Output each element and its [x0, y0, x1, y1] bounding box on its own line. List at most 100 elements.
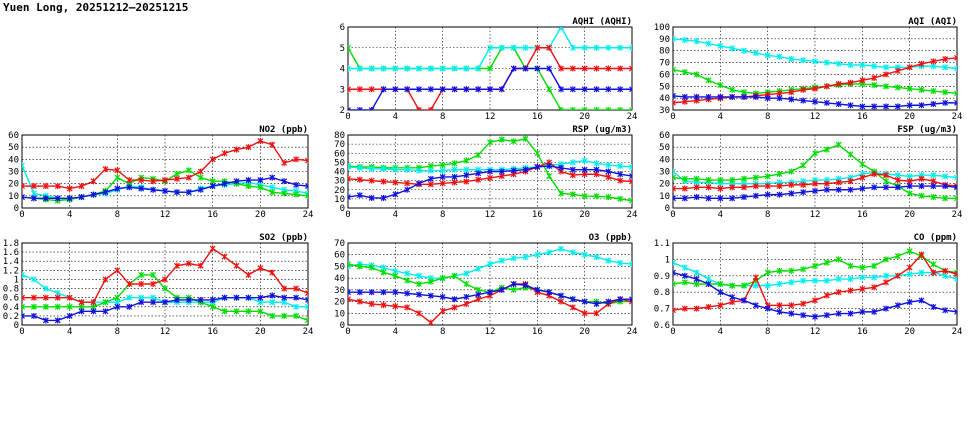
data-point-blue: [126, 303, 133, 310]
data-point-red: [942, 56, 949, 63]
data-point-blue: [894, 103, 901, 110]
data-point-blue: [475, 291, 482, 298]
x-tick-label: 20: [904, 327, 915, 337]
x-tick-label: 4: [67, 327, 72, 337]
data-point-blue: [138, 185, 145, 192]
data-point-red: [126, 281, 133, 287]
marker-stroke: [560, 107, 564, 110]
y-tick-label: 70: [659, 59, 670, 69]
data-point-green: [605, 107, 612, 110]
y-tick-label: 80: [659, 47, 670, 57]
data-point-blue: [281, 294, 288, 301]
marker-stroke: [629, 298, 632, 303]
marker-stroke: [673, 261, 676, 266]
marker-stroke: [954, 271, 957, 276]
data-point-cyan: [22, 271, 25, 278]
data-point-red: [558, 65, 564, 72]
data-point-red: [717, 302, 724, 309]
data-point-green: [439, 275, 446, 282]
data-point-blue: [729, 195, 736, 202]
marker-stroke: [619, 107, 624, 110]
data-point-blue: [510, 281, 517, 287]
marker-stroke: [22, 162, 25, 167]
marker-stroke: [629, 197, 632, 202]
data-point-blue: [930, 101, 937, 108]
data-point-cyan: [534, 251, 541, 258]
data-point-red: [348, 296, 351, 303]
data-point-blue: [356, 192, 363, 199]
data-point-red: [221, 253, 228, 260]
data-point-red: [800, 86, 807, 93]
marker-stroke: [629, 178, 632, 183]
data-point-cyan: [581, 251, 588, 258]
marker-stroke: [305, 157, 308, 162]
x-tick-label: 0: [670, 327, 675, 337]
data-point-blue: [221, 294, 228, 301]
data-point-blue: [605, 168, 612, 175]
data-point-cyan: [629, 261, 632, 268]
marker-stroke: [629, 261, 632, 265]
x-tick-label: 16: [532, 327, 543, 337]
data-point-blue: [185, 189, 192, 196]
marker-stroke: [305, 319, 308, 324]
marker-stroke: [954, 186, 957, 191]
data-point-cyan: [942, 173, 949, 180]
data-point-blue: [126, 184, 133, 191]
data-point-red: [930, 58, 937, 65]
data-point-blue: [883, 305, 889, 312]
marker-stroke: [954, 311, 957, 315]
data-point-blue: [717, 93, 724, 100]
marker-stroke: [569, 107, 574, 110]
marker-stroke: [348, 291, 351, 296]
y-tick-label: 1.1: [654, 239, 670, 249]
data-point-cyan: [617, 259, 624, 266]
marker-stroke: [673, 185, 676, 190]
data-point-red: [451, 179, 458, 186]
chart-panel: 0 4 8 12 16 20 24 0.6 0.7 0.8 0.9 1 1.1 CO (ppm): [654, 233, 963, 337]
data-point-cyan: [380, 65, 387, 72]
x-tick-label: 24: [303, 327, 314, 337]
x-tick-label: 8: [115, 327, 120, 337]
data-point-blue: [558, 164, 564, 171]
data-point-blue: [42, 317, 49, 324]
data-point-cyan: [764, 282, 771, 289]
data-point-blue: [741, 93, 747, 100]
data-point-red: [776, 183, 783, 190]
data-point-blue: [404, 186, 411, 193]
marker-stroke: [595, 107, 600, 110]
data-point-blue: [114, 185, 121, 192]
data-point-blue: [209, 296, 216, 303]
marker-stroke: [583, 107, 588, 110]
data-point-blue: [463, 86, 470, 93]
data-point-cyan: [593, 44, 600, 51]
data-point-blue: [705, 195, 712, 202]
marker-stroke: [22, 312, 25, 317]
data-point-green: [102, 299, 109, 306]
data-point-green: [823, 146, 830, 153]
data-point-green: [42, 303, 49, 310]
data-point-cyan: [605, 162, 612, 169]
data-point-red: [439, 307, 446, 314]
chart-panel: 0 4 8 12 16 20 24 00.20.40.60.811.21.41.61.8 SO2…: [3, 233, 314, 337]
y-tick-label: 10: [334, 309, 345, 319]
marker-stroke: [348, 164, 351, 168]
data-point-cyan: [427, 167, 434, 174]
data-point-red: [380, 302, 387, 309]
data-point-red: [729, 184, 736, 191]
x-tick-label: 16: [207, 327, 218, 337]
data-point-red: [617, 177, 624, 184]
x-tick-label: 4: [393, 210, 398, 220]
data-point-blue: [510, 65, 517, 72]
data-point-blue: [293, 181, 300, 188]
chart-title: O3 (ppb): [589, 233, 632, 243]
data-point-red: [22, 294, 25, 301]
y-tick-label: 30: [334, 177, 345, 187]
marker-stroke: [954, 90, 957, 95]
x-tick-label: 0: [670, 210, 675, 220]
data-point-red: [883, 71, 889, 78]
data-point-blue: [617, 171, 624, 178]
data-point-red: [427, 319, 434, 325]
data-point-green: [380, 269, 387, 276]
y-tick-label: 60: [659, 131, 670, 141]
